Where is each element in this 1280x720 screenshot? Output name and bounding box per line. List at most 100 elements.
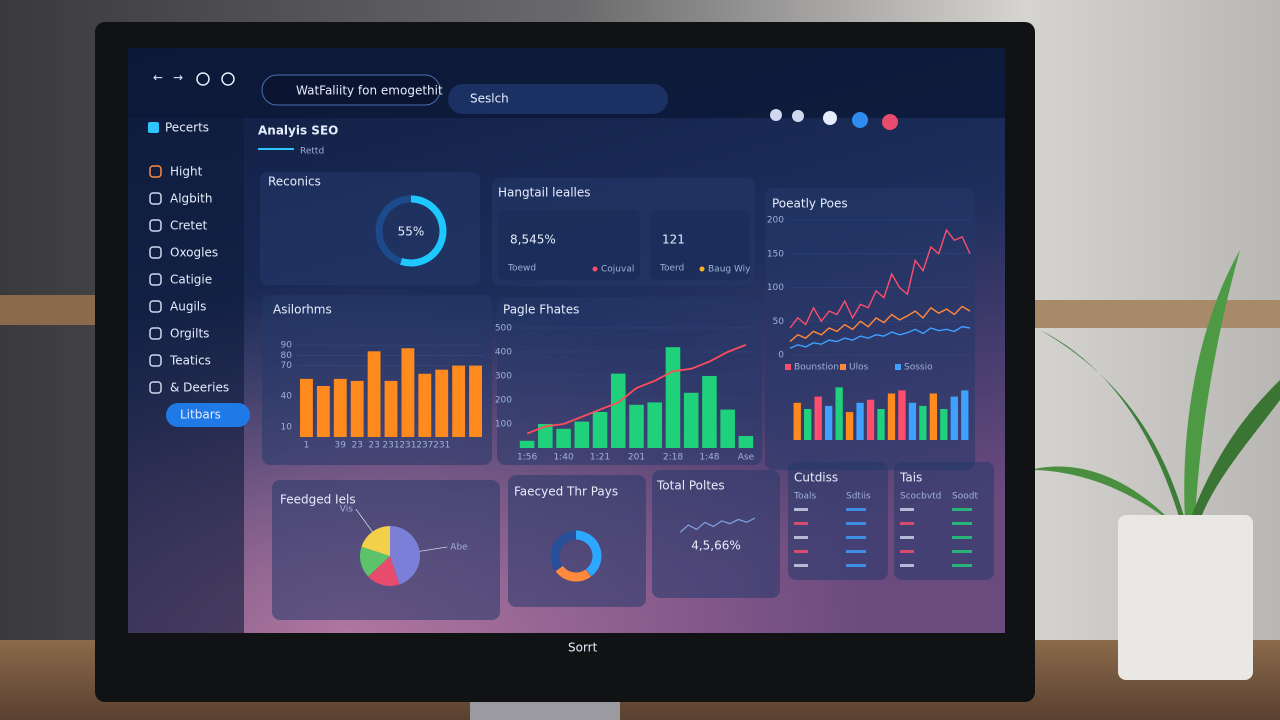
back-button[interactable]: ← <box>153 71 163 85</box>
toolbar-icon[interactable] <box>823 111 837 125</box>
table-cell <box>900 550 914 553</box>
card-title: Total Poltes <box>656 479 725 493</box>
sidebar-icon <box>149 246 162 259</box>
sidebar-item[interactable]: Catigie <box>170 273 212 287</box>
bar <box>814 396 822 440</box>
kpi-label: Toerd <box>659 264 684 274</box>
table-cell <box>794 522 808 525</box>
y-tick-label: 400 <box>495 348 512 358</box>
table-cell <box>794 508 808 511</box>
card-title: Feedged Iels <box>280 493 356 507</box>
bar <box>574 421 590 448</box>
sidebar-item[interactable]: Cretet <box>170 219 208 233</box>
table-cell <box>794 564 808 567</box>
table-cell <box>900 508 914 511</box>
sidebar-item[interactable]: Oxogles <box>170 246 218 260</box>
x-tick-label: 231 <box>382 441 399 451</box>
bar <box>720 409 735 448</box>
column-header: Scocbvtd <box>900 492 941 502</box>
tab-underline <box>258 148 294 150</box>
pie-label: Vis <box>340 505 353 515</box>
legend-label: Bounstion <box>794 363 839 373</box>
address-text[interactable]: WatFaliity fon emogethit <box>296 84 443 98</box>
x-tick-label: 1:56 <box>517 453 537 463</box>
sidebar-item[interactable]: Orgilts <box>170 327 209 341</box>
kpi-value: 8,545% <box>510 233 556 247</box>
card <box>508 475 646 607</box>
bar <box>824 405 833 440</box>
x-tick-label: 201 <box>628 453 645 463</box>
donut-segment <box>555 565 591 582</box>
legend-swatch <box>840 364 846 370</box>
shelf <box>0 295 100 325</box>
bar <box>538 424 553 448</box>
bar <box>887 393 896 440</box>
sidebar-item[interactable]: & Deeries <box>170 381 229 395</box>
bar <box>519 440 535 448</box>
y-tick-label: 40 <box>281 392 293 402</box>
x-tick-label: 1:48 <box>699 453 719 463</box>
x-tick-label: 1:21 <box>590 453 610 463</box>
card <box>652 470 780 598</box>
reload-button[interactable] <box>221 72 235 86</box>
sidebar-item[interactable]: Hight <box>170 165 203 179</box>
toolbar-icon[interactable] <box>792 110 804 122</box>
y-tick-label: 50 <box>773 317 785 327</box>
address-bar[interactable] <box>261 74 441 106</box>
x-tick-label: Ase <box>738 453 755 463</box>
bar <box>647 402 663 448</box>
bar <box>835 387 843 440</box>
sidebar-item[interactable]: Augils <box>170 300 206 314</box>
bar <box>665 347 681 448</box>
sidebar-icon <box>149 354 162 367</box>
bar <box>300 378 313 437</box>
toolbar-icon[interactable] <box>852 112 868 128</box>
toolbar-icon[interactable] <box>770 109 782 121</box>
series-line <box>789 228 971 329</box>
bar <box>908 402 917 440</box>
forward-button[interactable]: → <box>173 71 183 85</box>
bar <box>929 393 938 440</box>
sidebar-icon <box>149 300 162 313</box>
y-tick-label: 100 <box>767 283 784 293</box>
sidebar-item[interactable]: Teatics <box>169 354 211 368</box>
sidebar-icon <box>149 273 162 286</box>
table-cell <box>952 536 972 539</box>
bar <box>333 378 347 437</box>
table-cell <box>794 536 808 539</box>
y-tick-label: 300 <box>495 372 512 382</box>
bar <box>610 373 626 448</box>
y-tick-label: 200 <box>767 216 784 226</box>
y-tick-label: 0 <box>778 351 784 361</box>
bar <box>804 409 812 440</box>
bar <box>950 396 958 440</box>
home-button[interactable] <box>196 72 210 86</box>
x-tick-label: 231 <box>433 441 450 451</box>
table-title: Cutdiss <box>794 471 838 485</box>
column-header: Sdtiis <box>846 492 871 502</box>
active-item[interactable] <box>166 403 250 427</box>
x-tick-label: 39 <box>335 441 347 451</box>
column-header: Soodt <box>952 492 978 502</box>
table-cell <box>846 564 866 567</box>
profile-icon[interactable] <box>882 114 898 130</box>
sidebar-icon <box>149 165 162 178</box>
tab-label[interactable]: Rettd <box>300 147 324 157</box>
table-cell <box>952 508 972 511</box>
y-tick-label: 100 <box>495 420 512 430</box>
sidebar-item[interactable]: Litbars <box>180 408 221 422</box>
leaf <box>1030 466 1175 525</box>
pie-slice <box>361 526 390 556</box>
kpi-label: Toewd <box>507 264 536 274</box>
table-cell <box>900 536 914 539</box>
legend-label: Ulos <box>849 363 869 373</box>
donut-segment <box>550 530 577 571</box>
card-title: Hangtail lealles <box>498 186 591 200</box>
search-text[interactable]: Seslch <box>470 92 509 106</box>
sidebar-item[interactable]: Algbith <box>170 192 212 206</box>
y-tick-label: 10 <box>281 422 293 432</box>
bar <box>866 399 875 440</box>
search-bar[interactable] <box>448 84 668 114</box>
